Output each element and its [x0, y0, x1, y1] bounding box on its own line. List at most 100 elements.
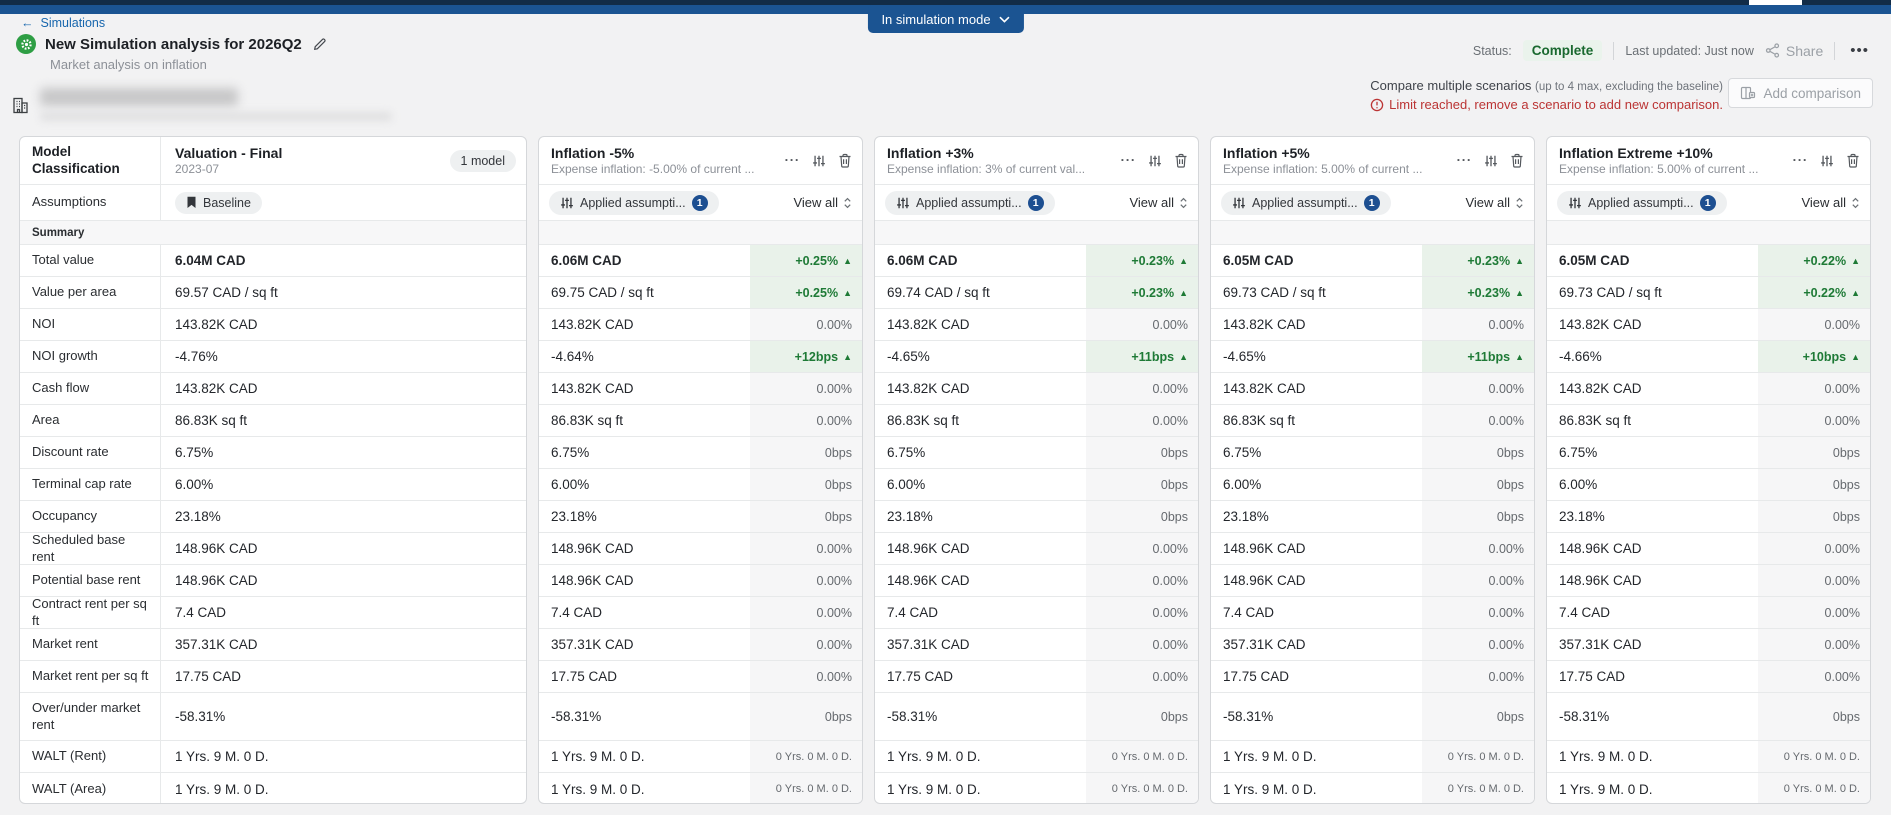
row-label: WALT (Rent) — [20, 741, 161, 772]
table-row: 1 Yrs. 9 M. 0 D. 0 Yrs. 0 M. 0 D. — [539, 741, 862, 773]
more-menu-button[interactable]: ••• — [1850, 42, 1869, 59]
delta-cell: 0bps — [1422, 437, 1534, 468]
applied-assumptions-label: Applied assumpti... — [1588, 195, 1694, 210]
chevron-down-icon — [999, 16, 1010, 23]
delta-cell: 0.00% — [1758, 309, 1870, 340]
breadcrumb[interactable]: ← Simulations — [16, 16, 327, 30]
baseline-value: -58.31% — [175, 709, 226, 724]
delete-scenario-icon[interactable] — [1846, 153, 1860, 168]
view-all-button[interactable]: View all — [793, 195, 852, 210]
view-all-button[interactable]: View all — [1129, 195, 1188, 210]
table-row: 143.82K CAD 0.00% — [539, 309, 862, 341]
applied-assumptions-pill[interactable]: Applied assumpti... 1 — [549, 190, 719, 215]
scenario-title: Inflation Extreme +10% — [1559, 145, 1713, 161]
more-options-icon[interactable]: ... — [1792, 149, 1808, 165]
delta-value: +0.25% — [795, 285, 839, 300]
baseline-value: 1 Yrs. 9 M. 0 D. — [175, 749, 269, 764]
delta-cell: 0.00% — [1758, 629, 1870, 660]
delta-value: 0bps — [1160, 709, 1188, 724]
baseline-assumptions-chip[interactable]: Baseline — [175, 191, 262, 214]
delta-value: 0bps — [1160, 509, 1188, 524]
delta-value: 0bps — [824, 445, 852, 460]
view-all-button[interactable]: View all — [1801, 195, 1860, 210]
table-row: 1 Yrs. 9 M. 0 D. 0 Yrs. 0 M. 0 D. — [1547, 773, 1870, 803]
more-options-icon[interactable]: ... — [784, 149, 800, 165]
table-row: 86.83K sq ft 0.00% — [1547, 405, 1870, 437]
adjust-scenario-icon[interactable] — [1820, 154, 1834, 168]
scenario-value: 86.83K sq ft — [551, 413, 624, 428]
more-options-icon[interactable]: ... — [1456, 149, 1472, 165]
scenario-value: 86.83K sq ft — [887, 413, 960, 428]
table-row: NOI 143.82K CAD — [20, 309, 526, 341]
adjust-scenario-icon[interactable] — [1148, 154, 1162, 168]
delete-scenario-icon[interactable] — [838, 153, 852, 168]
sliders-icon — [1232, 196, 1246, 210]
delete-scenario-icon[interactable] — [1510, 153, 1524, 168]
delta-value: 0bps — [824, 509, 852, 524]
table-row: 69.73 CAD / sq ft +0.22% ▲ — [1547, 277, 1870, 309]
view-all-button[interactable]: View all — [1465, 195, 1524, 210]
table-row: 86.83K sq ft 0.00% — [875, 405, 1198, 437]
baseline-value: 23.18% — [175, 509, 221, 524]
view-all-label: View all — [793, 195, 838, 210]
scenario-value: 69.75 CAD / sq ft — [551, 285, 654, 300]
delete-scenario-icon[interactable] — [1174, 153, 1188, 168]
applied-assumptions-pill[interactable]: Applied assumpti... 1 — [1557, 190, 1727, 215]
scenario-title: Inflation +3% — [887, 145, 974, 161]
delta-cell: 0.00% — [1086, 309, 1198, 340]
applied-assumptions-pill[interactable]: Applied assumpti... 1 — [885, 190, 1055, 215]
delta-cell: 0bps — [1086, 437, 1198, 468]
table-row: 143.82K CAD 0.00% — [1547, 309, 1870, 341]
edit-title-icon[interactable] — [313, 37, 327, 51]
share-button[interactable]: Share — [1765, 43, 1823, 59]
assumptions-count-badge: 1 — [1363, 194, 1380, 211]
delta-cell: 0bps — [1422, 693, 1534, 740]
delta-value: 0.00% — [1488, 605, 1524, 620]
scenario-value: 86.83K sq ft — [1559, 413, 1632, 428]
scenario-value: 148.96K CAD — [887, 573, 970, 588]
table-header-row: Model Classification Valuation - Final 2… — [20, 137, 526, 185]
scenario-value: -58.31% — [887, 709, 938, 724]
scenario-title: Inflation +5% — [1223, 145, 1310, 161]
delta-value: 0.00% — [816, 573, 852, 588]
sort-icon — [1515, 197, 1524, 209]
scenario-value: 1 Yrs. 9 M. 0 D. — [887, 749, 981, 764]
adjust-scenario-icon[interactable] — [1484, 154, 1498, 168]
delta-cell: +11bps ▲ — [1086, 341, 1198, 372]
more-options-icon[interactable]: ... — [1120, 149, 1136, 165]
delta-value: 0 Yrs. 0 M. 0 D. — [1111, 750, 1188, 763]
scenario-assumptions-row: Applied assumpti... 1 View all — [1547, 185, 1870, 221]
scenario-value: 6.00% — [551, 477, 590, 492]
table-row: 1 Yrs. 9 M. 0 D. 0 Yrs. 0 M. 0 D. — [875, 741, 1198, 773]
delta-up-icon: ▲ — [1515, 351, 1524, 362]
delta-value: 0.00% — [1824, 317, 1860, 332]
table-row: 143.82K CAD 0.00% — [1547, 373, 1870, 405]
delta-value: 0.00% — [1488, 573, 1524, 588]
delta-value: 0.00% — [1488, 381, 1524, 396]
table-row: 7.4 CAD 0.00% — [1211, 597, 1534, 629]
simulation-mode-dropdown[interactable]: In simulation mode — [867, 5, 1024, 33]
delta-cell: 0bps — [750, 693, 862, 740]
adjust-scenario-icon[interactable] — [812, 154, 826, 168]
table-row: 69.74 CAD / sq ft +0.23% ▲ — [875, 277, 1198, 309]
sliders-icon — [560, 196, 574, 210]
table-row: Total value 6.04M CAD — [20, 245, 526, 277]
delta-cell: 0.00% — [750, 661, 862, 692]
baseline-card: Model Classification Valuation - Final 2… — [19, 136, 527, 804]
table-row: Discount rate 6.75% — [20, 437, 526, 469]
applied-assumptions-pill[interactable]: Applied assumpti... 1 — [1221, 190, 1391, 215]
add-comparison-button[interactable]: Add comparison — [1728, 78, 1873, 108]
topbar-active-segment — [1749, 0, 1802, 5]
scenario-value: 357.31K CAD — [887, 637, 970, 652]
assumptions-count-badge: 1 — [691, 194, 708, 211]
delta-value: 0bps — [1832, 477, 1860, 492]
warning-icon — [1370, 98, 1384, 112]
table-row: Over/under market rent -58.31% — [20, 693, 526, 741]
section-label: Summary — [32, 226, 85, 239]
table-row: 6.75% 0bps — [1547, 437, 1870, 469]
applied-assumptions-label: Applied assumpti... — [916, 195, 1022, 210]
table-row: 148.96K CAD 0.00% — [539, 565, 862, 597]
table-row: 357.31K CAD 0.00% — [875, 629, 1198, 661]
scenario-subtitle: Expense inflation: 5.00% of current ... — [1223, 162, 1423, 176]
table-row: -58.31% 0bps — [1211, 693, 1534, 741]
